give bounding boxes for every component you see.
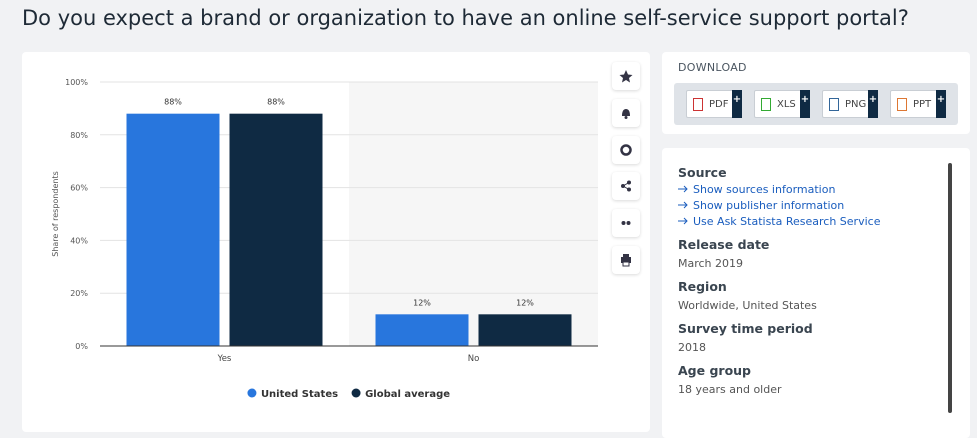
section-text: 2018 xyxy=(678,341,706,354)
bar xyxy=(126,113,220,347)
legend-marker xyxy=(351,388,361,398)
section-text: Worldwide, United States xyxy=(678,299,817,312)
download-button[interactable]: XLS + xyxy=(754,90,810,118)
y-tick-label: 80% xyxy=(70,131,88,140)
x-tick-label: Yes xyxy=(217,354,232,364)
section-heading: Region xyxy=(678,279,727,294)
legend-label: Global average xyxy=(365,389,450,400)
value-label: 12% xyxy=(413,298,431,307)
source-link-text: Show sources information xyxy=(693,183,836,196)
notify-button[interactable] xyxy=(612,99,640,127)
y-axis-label: Share of respondents xyxy=(51,171,60,257)
download-format: PNG xyxy=(845,99,867,110)
value-label: 12% xyxy=(516,298,534,307)
file-icon xyxy=(761,98,771,111)
section-text: 18 years and older xyxy=(678,383,782,396)
info-panel: Source Show sources information Show publ… xyxy=(662,148,970,438)
chart: 0% 20% 40% 60% 80% 100% Share of respondents Ye… xyxy=(51,78,598,400)
y-tick-label: 40% xyxy=(70,236,88,245)
print-button[interactable] xyxy=(612,246,640,274)
section-heading: Age group xyxy=(678,363,751,378)
download-format: PDF xyxy=(709,99,729,110)
bar xyxy=(478,314,572,346)
info-content: Source Show sources information Show publ… xyxy=(678,165,948,396)
chart-panel: 0% 20% 40% 60% 80% 100% Share of respondents Ye… xyxy=(22,52,650,432)
page: Do you expect a brand or organization to… xyxy=(22,6,970,438)
source-link[interactable]: Show publisher information xyxy=(678,199,948,212)
scrollbar xyxy=(948,163,952,413)
section-text: March 2019 xyxy=(678,257,744,270)
value-label: 88% xyxy=(164,98,182,107)
arrow-icon xyxy=(678,185,688,193)
download-button[interactable]: PNG + xyxy=(822,90,878,118)
arrow-icon xyxy=(678,217,688,225)
plus-icon: + xyxy=(732,90,742,118)
share-button[interactable] xyxy=(612,172,640,200)
page-title: Do you expect a brand or organization to… xyxy=(22,6,909,30)
y-tick-label: 0% xyxy=(75,342,88,351)
value-label: 88% xyxy=(267,98,285,107)
legend-marker xyxy=(247,388,257,398)
settings-button[interactable] xyxy=(612,136,640,164)
arrow-icon xyxy=(678,201,688,209)
download-format: XLS xyxy=(777,99,796,110)
download-panel: DOWNLOAD PDF + XLS + PNG + PPT + xyxy=(662,52,970,134)
download-format: PPT xyxy=(913,99,932,110)
source-link-text: Show publisher information xyxy=(693,199,845,212)
band-shade xyxy=(349,82,598,346)
plus-icon: + xyxy=(800,90,810,118)
download-button[interactable]: PDF + xyxy=(686,90,742,118)
section-heading: Survey time period xyxy=(678,321,813,336)
source-link[interactable]: Show sources information xyxy=(678,183,948,196)
download-bar: PDF + XLS + PNG + PPT + xyxy=(674,83,958,125)
cite-button[interactable] xyxy=(612,209,640,237)
plus-icon: + xyxy=(868,90,878,118)
bar xyxy=(375,314,469,346)
y-tick-label: 60% xyxy=(70,184,88,193)
source-link-text: Use Ask Statista Research Service xyxy=(693,215,881,228)
file-icon xyxy=(693,98,703,111)
bar xyxy=(229,113,323,347)
legend-label: United States xyxy=(261,389,338,400)
download-label: DOWNLOAD xyxy=(678,61,747,74)
y-tick-label: 100% xyxy=(65,78,88,87)
file-icon xyxy=(897,98,907,111)
plus-icon: + xyxy=(936,90,946,118)
section-heading: Release date xyxy=(678,237,770,252)
favorite-button[interactable] xyxy=(612,62,640,90)
x-tick-label: No xyxy=(468,354,480,364)
file-icon xyxy=(829,98,839,111)
y-tick-label: 20% xyxy=(70,289,88,298)
source-heading: Source xyxy=(678,165,727,180)
source-link[interactable]: Use Ask Statista Research Service xyxy=(678,215,948,228)
download-button[interactable]: PPT + xyxy=(890,90,946,118)
